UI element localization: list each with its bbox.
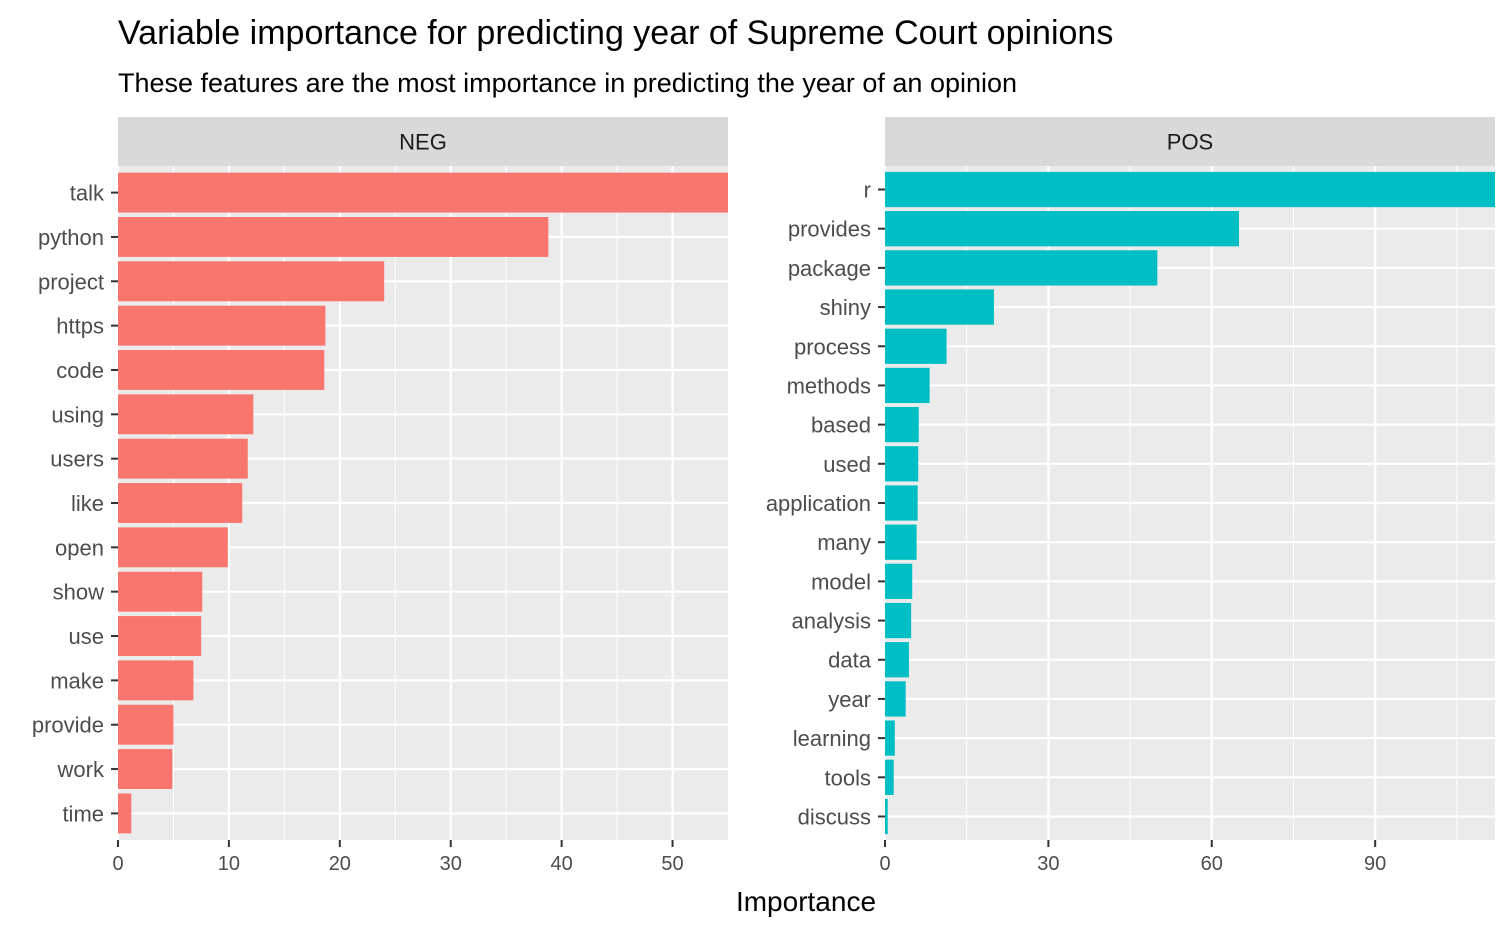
bar-provides [885,211,1240,247]
category-label: methods [787,373,871,398]
category-label: talk [70,181,105,206]
bar-like [118,483,243,523]
category-label: work [57,757,105,782]
category-label: model [811,569,871,594]
bar-based [885,406,919,443]
category-label: provides [788,217,871,242]
bar-work [118,749,173,790]
category-label: analysis [792,609,871,634]
x-axis-title: Importance [736,886,876,917]
strip-background [118,117,728,166]
category-label: learning [793,726,871,751]
bar-show [118,571,203,612]
category-label: shiny [820,295,871,320]
bar-methods [885,367,930,404]
strip-label: POS [1167,130,1213,155]
x-tick-label: 0 [112,853,123,875]
x-tick-label: 0 [879,853,890,875]
panel-neg: NEG talk python project https code using users l… [32,117,728,875]
chart-title: Variable importance for predicting year … [118,14,1113,52]
bar-provide [118,704,174,745]
category-label: discuss [798,804,871,829]
category-label: code [56,358,104,383]
bar-project [118,261,385,302]
category-label: make [50,668,104,693]
bar-learning [885,720,895,756]
bar-shiny [885,289,994,325]
panels: NEG talk python project https code using users l… [32,117,1495,875]
category-label: used [823,452,871,477]
bar-time [118,793,132,834]
bar-r [885,171,1495,208]
x-tick-label: 40 [551,853,573,875]
category-label: based [811,413,871,438]
category-label: project [38,269,104,294]
category-label: time [62,801,104,826]
category-label: data [828,648,872,673]
category-label: like [71,491,104,516]
bar-year [885,681,906,717]
bar-model [885,563,913,600]
bar-application [885,485,918,521]
bar-data [885,642,909,678]
chart-subtitle: These features are the most importance i… [118,68,1017,98]
panel-pos: POS r provides package shiny process methods ba… [766,117,1495,875]
x-tick-label: 20 [329,853,351,875]
category-label: many [817,530,871,555]
bar-python [118,216,549,257]
bar-code [118,350,325,390]
category-label: year [828,687,871,712]
category-label: open [55,535,104,560]
category-label: users [50,447,104,472]
x-tick-label: 60 [1201,853,1223,875]
bar-many [885,524,917,560]
category-label: r [864,178,871,203]
category-label: python [38,225,104,250]
strip-background [885,117,1495,166]
bar-make [118,660,194,701]
category-label: show [53,580,104,605]
bar-open [118,527,228,568]
bar-talk [118,172,728,213]
category-label: use [69,624,104,649]
x-tick-label: 30 [1037,853,1059,875]
category-label: using [51,402,104,427]
bar-package [885,250,1158,286]
bar-users [118,438,248,479]
bar-used [885,446,919,482]
x-tick-label: 50 [661,853,683,875]
bar-using [118,394,254,435]
category-label: provide [32,713,104,738]
x-tick-label: 30 [440,853,462,875]
category-label: https [56,314,104,339]
bar-https [118,305,326,346]
x-tick-label: 10 [218,853,240,875]
x-tick-label: 90 [1364,853,1386,875]
category-label: package [788,256,871,281]
bar-tools [885,759,894,795]
bar-discuss [885,798,888,835]
category-label: application [766,491,871,516]
bar-use [118,616,202,656]
category-label: process [794,334,871,359]
category-label: tools [825,765,871,790]
bar-process [885,328,947,364]
strip-label: NEG [399,130,447,155]
bar-analysis [885,602,912,639]
